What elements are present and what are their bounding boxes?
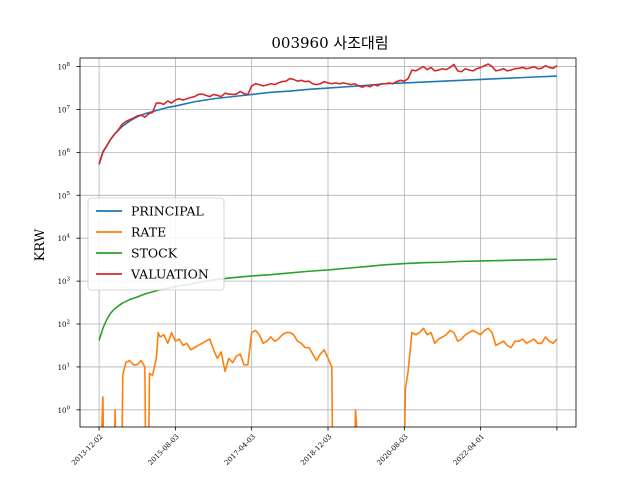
x-tick-label: 2020-08-03 [376, 433, 410, 467]
y-tick-label: 103 [58, 277, 71, 287]
x-tick-label: 2017-04-03 [223, 433, 257, 467]
series-line-valuation [98, 63, 558, 165]
legend: PRINCIPAL RATE STOCK VALUATION [87, 197, 225, 291]
y-tick-label: 101 [58, 362, 70, 372]
plot-lines [98, 63, 558, 427]
y-tick-label: 108 [58, 62, 71, 72]
y-axis-label: KRW [33, 228, 48, 261]
x-tick-label: 2022-04-01 [452, 433, 486, 467]
x-tick-label: 2015-08-03 [147, 433, 181, 467]
y-tick-label: 105 [58, 191, 71, 201]
x-tick-label: 2013-12-02 [70, 433, 104, 467]
y-tick-label: 104 [58, 234, 71, 244]
legend-label-rate: RATE [131, 225, 166, 240]
chart-title: 003960 사조대림 [271, 34, 388, 52]
y-tick-label: 102 [58, 320, 70, 330]
y-tick-label: 106 [58, 148, 71, 158]
legend-label-valuation: VALUATION [130, 267, 209, 282]
y-tick-label: 107 [58, 105, 71, 115]
y-tick-label: 100 [58, 405, 71, 415]
legend-label-stock: STOCK [131, 246, 178, 261]
grid [80, 58, 576, 427]
legend-label-principal: PRINCIPAL [131, 204, 204, 219]
series-line-principal [98, 75, 557, 165]
legend-box [87, 197, 225, 291]
x-tick-label: 2018-12-03 [299, 433, 333, 467]
series-line-stock [98, 258, 557, 341]
series-line-rate [101, 327, 558, 427]
